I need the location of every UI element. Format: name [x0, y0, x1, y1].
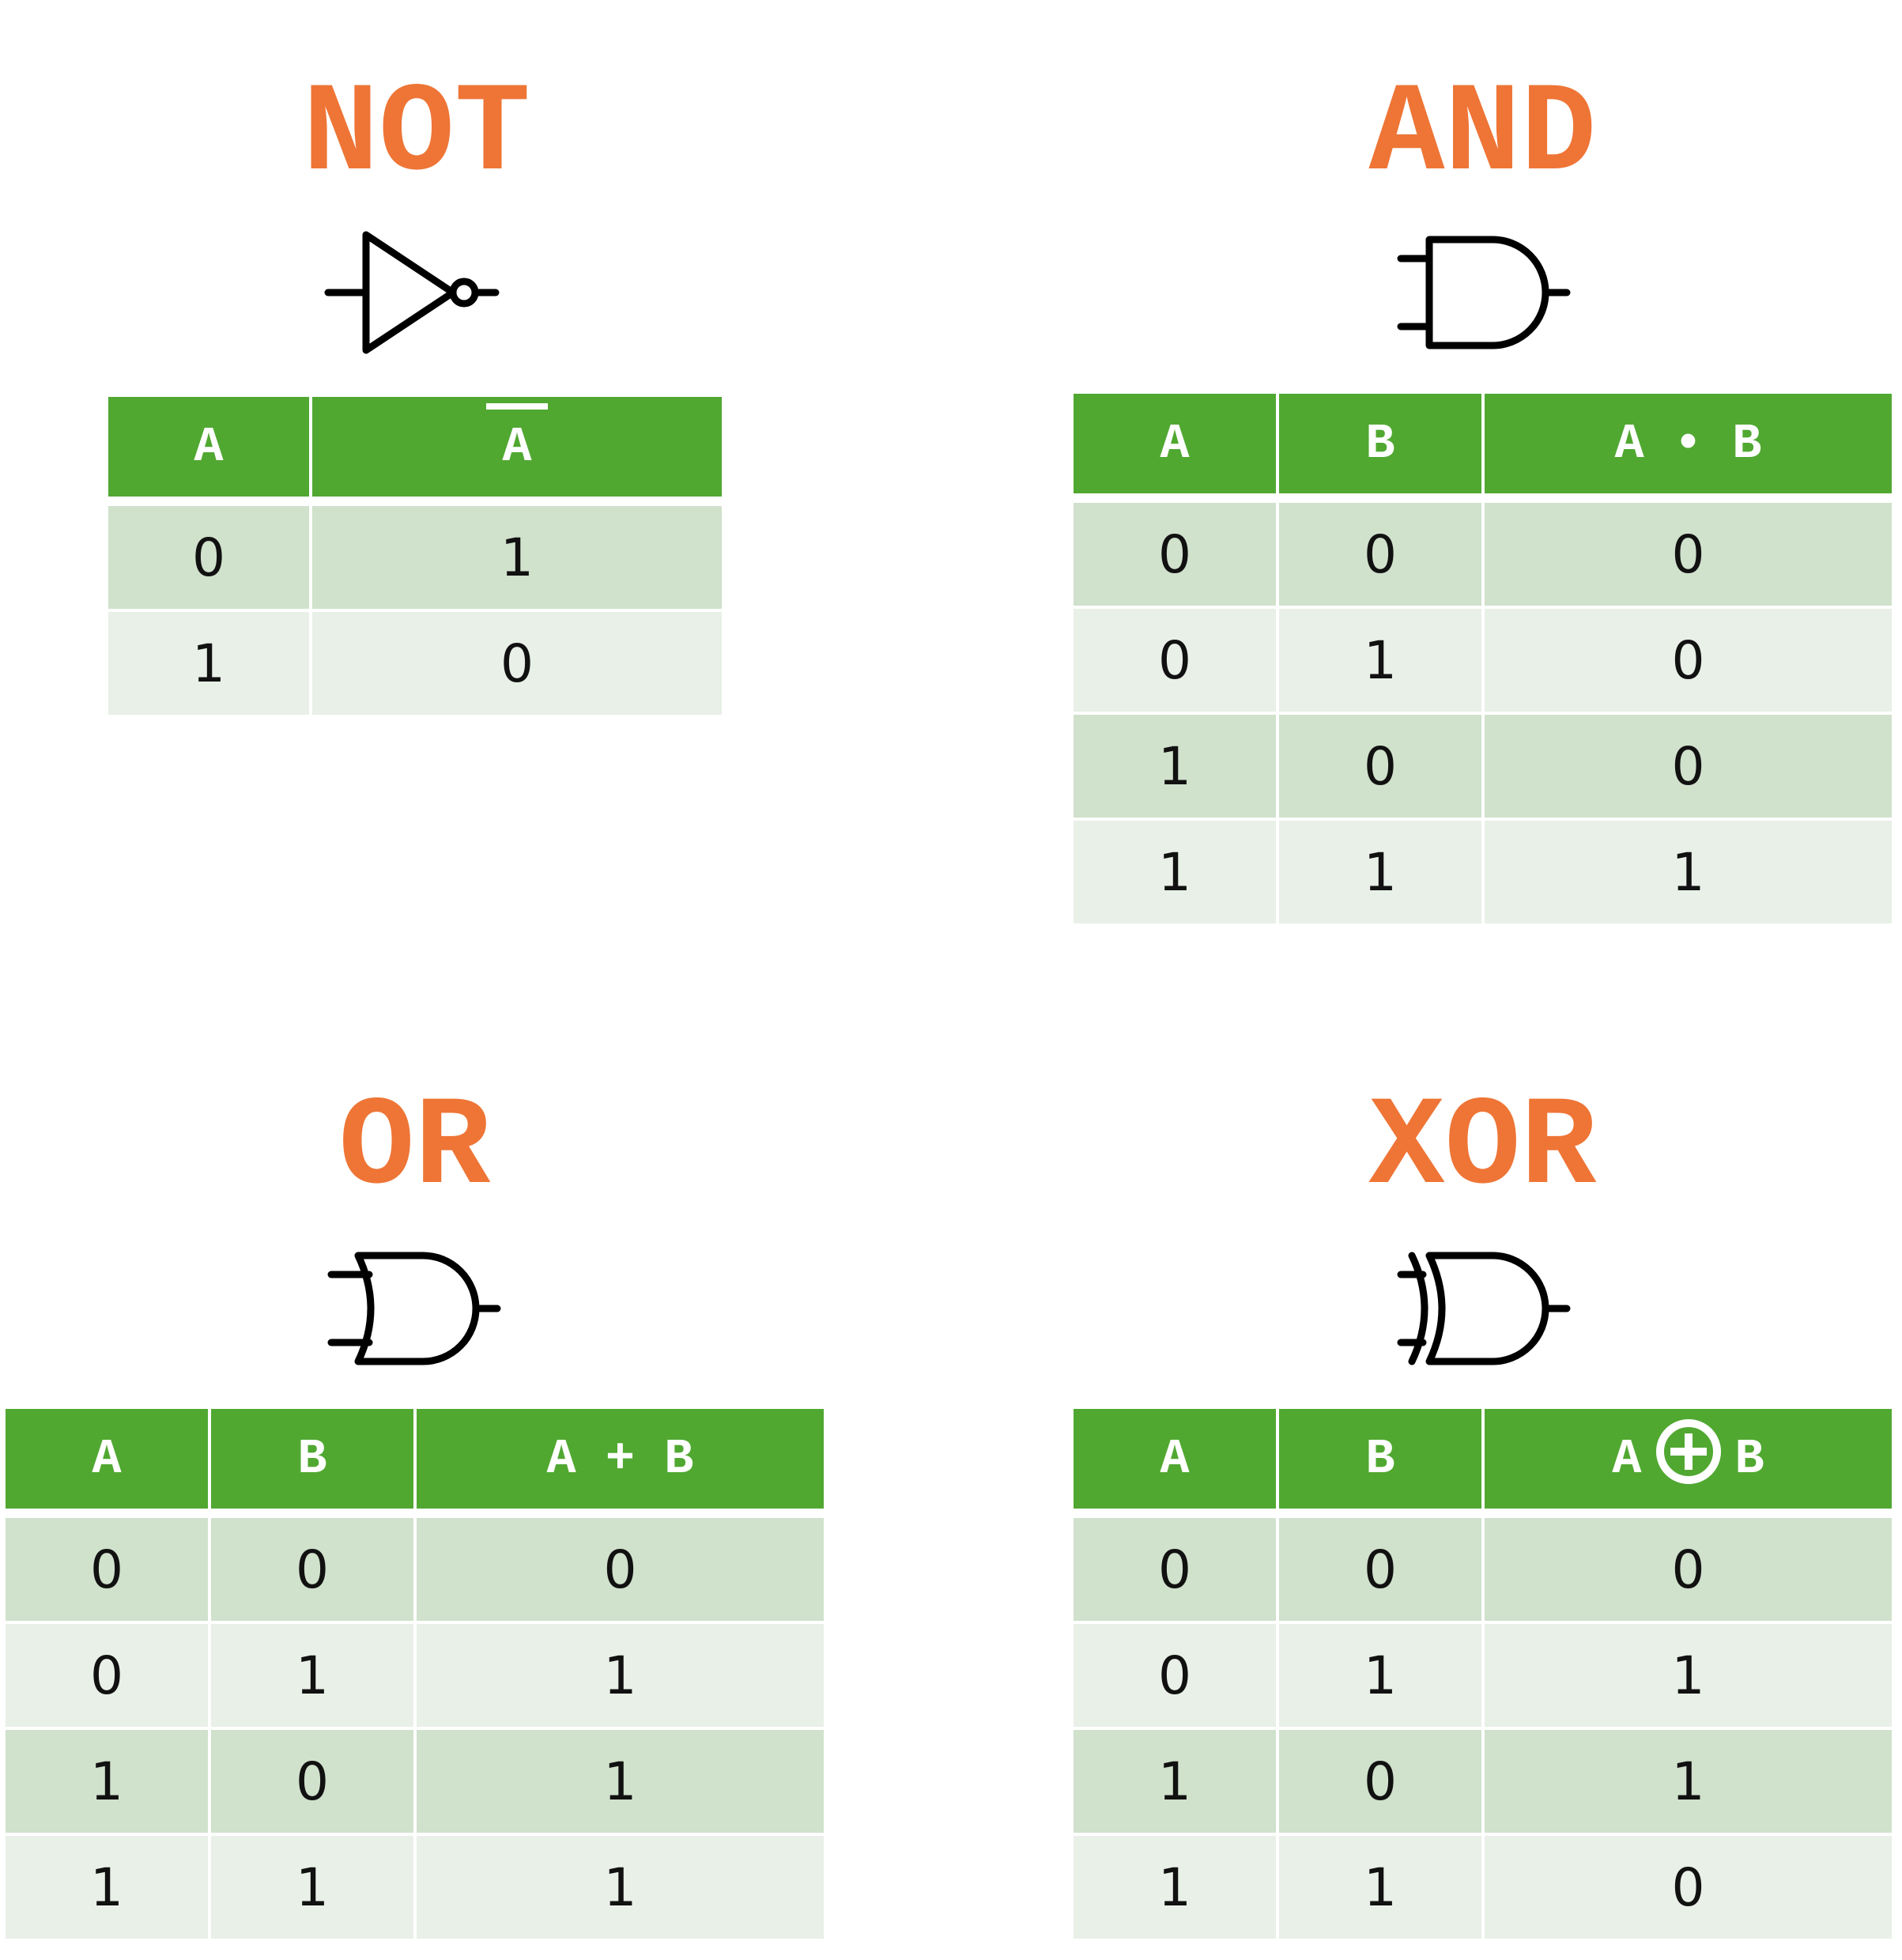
cell: 0: [1074, 1513, 1279, 1624]
and-header-a: A: [1074, 394, 1279, 498]
cell: 0: [1483, 1513, 1892, 1624]
not-header-a: A: [108, 397, 312, 501]
or-title: OR: [338, 1078, 491, 1221]
cell: 0: [1074, 498, 1279, 609]
table-row: 1 0 0: [1074, 713, 1892, 821]
xor-gate-symbol: [1391, 1241, 1581, 1380]
table-row: 0 0 0: [1074, 498, 1892, 609]
or-header-b: B: [209, 1409, 417, 1513]
or-header-result: A + B: [415, 1409, 824, 1513]
and-gate-symbol: [1391, 225, 1581, 364]
cell: 1: [209, 1834, 417, 1942]
cell: 1: [1483, 1728, 1892, 1836]
table-row: 1 0 1: [6, 1728, 824, 1836]
cell: 0: [1277, 498, 1485, 609]
and-truth-table: A B A • B 0 0 0 0 1 0 1 0 0 1 1 1: [1074, 394, 1892, 927]
cell: 0: [311, 610, 722, 718]
xor-header-a: A: [1074, 1409, 1279, 1513]
xor-header-result-a: A: [1612, 1430, 1642, 1487]
xor-title: XOR: [1368, 1078, 1597, 1221]
cell: 1: [1074, 713, 1279, 821]
cell: 1: [108, 610, 312, 718]
cell: 1: [6, 1728, 211, 1836]
or-gate-symbol: [320, 1241, 510, 1380]
cell: 0: [1277, 1728, 1485, 1836]
cell: 1: [415, 1728, 824, 1836]
table-row: 0 1 1: [6, 1622, 824, 1730]
cell: 1: [1074, 1834, 1279, 1942]
table-row: 1 0: [108, 610, 722, 718]
cell: 0: [6, 1622, 211, 1730]
cell: 0: [1483, 607, 1892, 715]
not-a-overline: A: [486, 402, 548, 475]
cell: 1: [1074, 1728, 1279, 1836]
table-row: 0 1 0: [1074, 607, 1892, 715]
xor-header-b: B: [1277, 1409, 1485, 1513]
cell: 1: [1074, 819, 1279, 927]
xor-operator-icon: [1655, 1418, 1723, 1501]
table-row: 0 1 1: [1074, 1622, 1892, 1730]
cell: 1: [1483, 819, 1892, 927]
cell: 0: [209, 1513, 417, 1624]
table-row: 0 1: [108, 501, 722, 612]
cell: 0: [1483, 498, 1892, 609]
not-title: NOT: [302, 64, 531, 207]
table-row: 0 0 0: [1074, 1513, 1892, 1624]
cell: 0: [1483, 1834, 1892, 1942]
table-row: 1 1 0: [1074, 1834, 1892, 1942]
not-truth-table: A A 0 1 1 0: [108, 397, 722, 718]
cell: 1: [415, 1834, 824, 1942]
cell: 1: [1277, 1622, 1485, 1730]
cell: 0: [1277, 1513, 1485, 1624]
and-title: AND: [1368, 64, 1597, 207]
cell: 0: [209, 1728, 417, 1836]
and-header-b: B: [1277, 394, 1485, 498]
cell: 0: [1277, 713, 1485, 821]
table-row: 1 1 1: [6, 1834, 824, 1942]
cell: 1: [311, 501, 722, 612]
table-row: 0 0 0: [6, 1513, 824, 1624]
cell: 0: [1074, 607, 1279, 715]
not-header-not-a: A: [311, 397, 722, 501]
cell: 1: [6, 1834, 211, 1942]
cell: 1: [1277, 607, 1485, 715]
cell: 0: [1074, 1622, 1279, 1730]
cell: 0: [415, 1513, 824, 1624]
cell: 0: [108, 501, 312, 612]
cell: 0: [6, 1513, 211, 1624]
table-row: 1 1 1: [1074, 819, 1892, 927]
or-header-a: A: [6, 1409, 211, 1513]
xor-header-result-b: B: [1734, 1430, 1764, 1487]
not-gate-symbol: [320, 225, 510, 364]
cell: 1: [415, 1622, 824, 1730]
cell: 1: [1483, 1622, 1892, 1730]
cell: 0: [1483, 713, 1892, 821]
cell: 1: [1277, 819, 1485, 927]
or-truth-table: A B A + B 0 0 0 0 1 1 1 0 1 1 1 1: [6, 1409, 824, 1942]
and-header-result: A • B: [1483, 394, 1892, 498]
cell: 1: [1277, 1834, 1485, 1942]
cell: 1: [209, 1622, 417, 1730]
table-row: 1 0 1: [1074, 1728, 1892, 1836]
